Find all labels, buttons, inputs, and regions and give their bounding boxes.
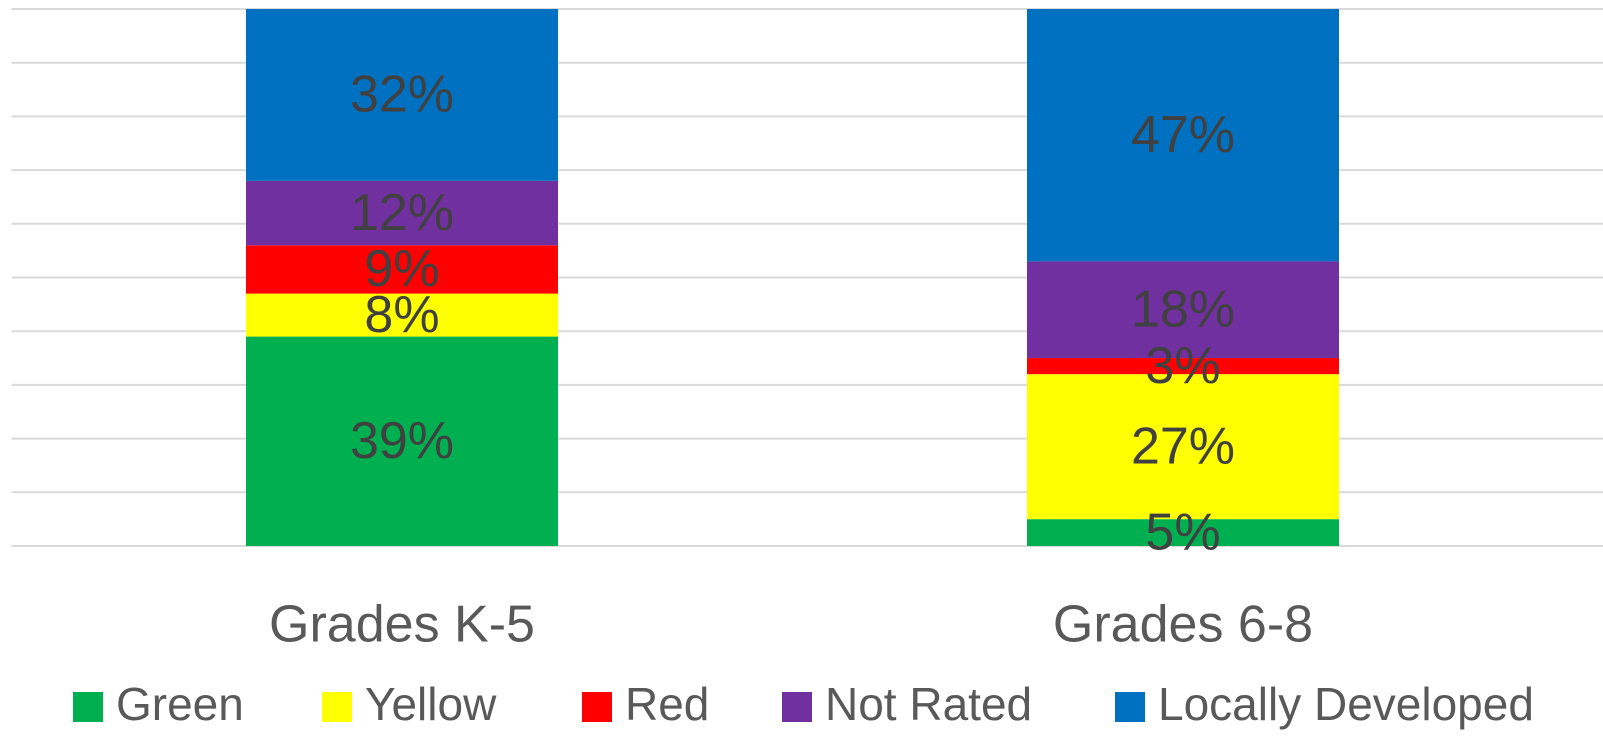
legend-swatch [1115, 692, 1145, 722]
legend-label: Red [625, 678, 709, 730]
data-label: 5% [1145, 503, 1220, 561]
legend-label: Yellow [365, 678, 497, 730]
bar-segment [246, 9, 558, 181]
x-tick-label: Grades K-5 [269, 596, 535, 654]
data-label: 47% [1131, 106, 1235, 164]
legend-label: Locally Developed [1158, 678, 1534, 730]
data-label: 3% [1145, 337, 1220, 395]
data-label: 39% [350, 412, 454, 470]
x-tick-label: Grades 6-8 [1053, 596, 1313, 654]
legend-swatch [322, 692, 352, 722]
data-label: 8% [364, 286, 439, 344]
bar-segment [246, 245, 558, 294]
legend-label: Green [116, 678, 244, 730]
bar-segment [1027, 9, 1339, 262]
data-label: 18% [1131, 280, 1235, 338]
bar-segment [246, 336, 558, 546]
legend-swatch [73, 692, 103, 722]
bar-segment [246, 293, 558, 337]
bar-segment [1027, 358, 1339, 375]
legend-swatch [782, 692, 812, 722]
data-label: 32% [350, 66, 454, 124]
data-label: 9% [364, 240, 439, 298]
data-label: 27% [1131, 417, 1235, 475]
bar-segment [1027, 374, 1339, 520]
data-label: 12% [350, 184, 454, 242]
legend-label: Not Rated [825, 678, 1032, 730]
bar-segment [246, 180, 558, 246]
bar-segment [1027, 261, 1339, 359]
legend-swatch [582, 692, 612, 722]
bar-segment [1027, 519, 1339, 546]
